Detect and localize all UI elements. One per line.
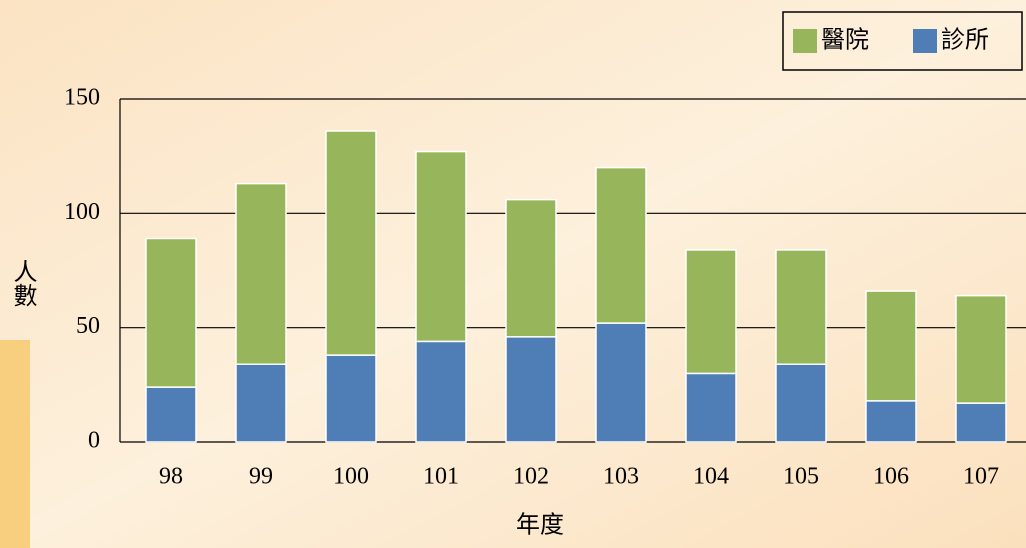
bar-segment — [685, 249, 737, 375]
bar-segment — [685, 372, 737, 443]
bar-segment — [865, 400, 917, 443]
bar-segment — [235, 182, 287, 366]
bar-segment — [505, 198, 557, 338]
legend-label: 診所 — [941, 27, 989, 54]
bar-segment — [235, 363, 287, 443]
x-tick-label: 105 — [783, 464, 819, 490]
legend-swatch — [913, 29, 937, 53]
x-tick-label: 99 — [249, 464, 273, 490]
x-tick-label: 104 — [693, 464, 729, 490]
legend-box — [782, 11, 1023, 71]
x-tick-label: 100 — [333, 464, 369, 490]
y-tick-label: 50 — [76, 313, 100, 339]
bar-segment — [775, 363, 827, 443]
y-axis-label: 人數 — [9, 259, 36, 307]
x-tick-label: 101 — [423, 464, 459, 490]
x-tick-label: 106 — [873, 464, 909, 490]
x-tick-label: 107 — [963, 464, 999, 490]
bar-segment — [325, 130, 377, 356]
bar-segment — [415, 150, 467, 343]
bar-segment — [325, 354, 377, 443]
x-tick-label: 103 — [603, 464, 639, 490]
decoration — [0, 340, 30, 548]
legend-swatch — [793, 29, 817, 53]
bar-segment — [955, 294, 1007, 404]
x-tick-label: 102 — [513, 464, 549, 490]
bar-segment — [775, 249, 827, 366]
x-axis-label: 年度 — [516, 512, 564, 539]
bar-segment — [595, 166, 647, 324]
bar-segment — [145, 386, 197, 443]
y-tick-label: 150 — [64, 85, 100, 111]
bar-segment — [415, 340, 467, 443]
y-tick-label: 0 — [88, 428, 100, 454]
y-tick-label: 100 — [64, 199, 100, 225]
x-tick-label: 98 — [159, 464, 183, 490]
legend-label: 醫院 — [821, 27, 869, 54]
bar-segment — [595, 322, 647, 443]
bar-segment — [505, 336, 557, 443]
bar-segment — [955, 402, 1007, 443]
bar-segment — [865, 290, 917, 402]
bar-segment — [145, 237, 197, 388]
